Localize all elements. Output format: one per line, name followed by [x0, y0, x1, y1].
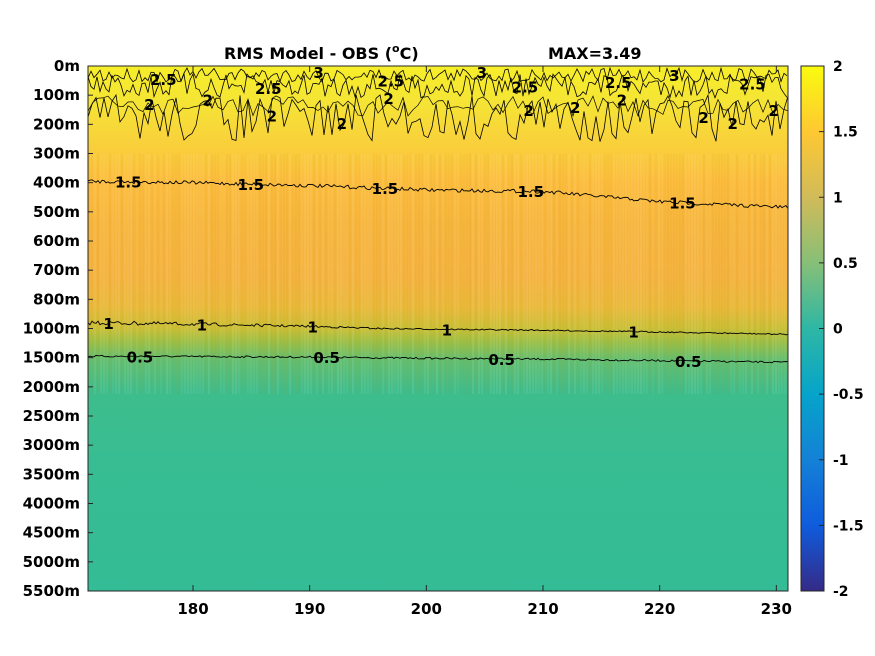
y-tick-label: 200m [33, 115, 80, 133]
y-tick-label: 0m [54, 57, 80, 75]
contour-label: 2.5 [512, 78, 539, 96]
contour-label: 2 [768, 102, 778, 120]
chart-title: RMS Model - OBS (oC) [224, 42, 419, 63]
contour-line [88, 179, 788, 209]
contour-label: 1.5 [115, 174, 142, 192]
max-value-label: MAX=3.49 [548, 44, 642, 63]
y-tick-label: 2500m [23, 407, 80, 425]
x-axis: 180 190 200 210 220 230 [177, 66, 792, 618]
y-tick-label: 4000m [23, 495, 80, 513]
y-tick-label: 5000m [23, 553, 80, 571]
contour-label: 2 [337, 115, 347, 133]
colorbar-tick-label: -1.5 [833, 518, 864, 534]
contour-label: 2 [728, 115, 738, 133]
colorbar-tick-label: 0 [833, 322, 843, 338]
contour-label: 2 [144, 96, 154, 114]
contour-line-upper [88, 95, 788, 117]
y-tick-label: 1000m [23, 320, 80, 338]
contour-labels: 0.5 0.5 0.5 0.51 1 1 1 11.5 1.5 1.5 1.51.52.52 22.5… [103, 64, 778, 371]
contour-label: 1.5 [238, 176, 265, 194]
contour-label: 1.5 [372, 180, 399, 198]
contour-label: 3 [669, 67, 679, 85]
contour-label: 2 [267, 108, 277, 126]
contour-label: 2 [523, 102, 533, 120]
contour-label: 0.5 [675, 353, 702, 371]
x-tick-label: 230 [761, 600, 792, 618]
colorbar-tick-label: 1 [833, 190, 843, 206]
contour-label: 1 [197, 316, 207, 334]
x-tick-label: 180 [177, 600, 208, 618]
y-tick-label: 4500m [23, 524, 80, 542]
y-tick-label: 300m [33, 145, 80, 163]
colorbar-tick-label: -2 [833, 584, 849, 600]
colorbar-tick-label: -0.5 [833, 387, 864, 403]
y-tick-label: 700m [33, 261, 80, 279]
y-tick-label: 600m [33, 232, 80, 250]
y-tick-label: 800m [33, 290, 80, 308]
contour-label: 1 [442, 321, 452, 339]
colorbar-ticks: 2 1.5 1 0.5 0 -0.5 -1 -1.5 -2 [819, 59, 864, 600]
x-tick-label: 190 [294, 600, 325, 618]
contour-label: 2 [570, 99, 580, 117]
contour-line-upper [88, 93, 788, 142]
colorbar-tick-label: 0.5 [833, 256, 858, 272]
contour-label: 2.5 [739, 76, 766, 94]
heatmap-field [88, 66, 788, 591]
contour-label: 2 [617, 92, 627, 110]
contour-label: 1 [103, 315, 113, 333]
contour-line-surface [88, 72, 788, 99]
y-tick-label: 3500m [23, 465, 80, 483]
y-tick-label: 3000m [23, 436, 80, 454]
contour-label: 1.5 [669, 194, 696, 212]
colorbar-tick-label: 1.5 [833, 125, 858, 141]
contour-line-surface [88, 66, 788, 83]
contour-label: 1 [308, 318, 318, 336]
y-tick-label: 400m [33, 174, 80, 192]
contour-label: 3 [477, 64, 487, 82]
contour-label: 2.5 [605, 74, 632, 92]
contour-label: 2 [383, 90, 393, 108]
y-tick-label: 5500m [23, 582, 80, 600]
y-tick-label: 2000m [23, 378, 80, 396]
contour-label: 2.5 [150, 71, 177, 89]
plot-area: 0.5 0.5 0.5 0.51 1 1 1 11.5 1.5 1.5 1.51.52.52 22.5… [87, 64, 789, 592]
contour-label: 3 [313, 64, 323, 82]
contour-label: 0.5 [488, 351, 515, 369]
y-tick-label: 500m [33, 203, 80, 221]
x-tick-label: 200 [411, 600, 442, 618]
contour-label: 1.5 [518, 183, 545, 201]
contour-label: 2 [698, 109, 708, 127]
colorbar-tick-label: 2 [833, 59, 843, 75]
contour-label: 1 [628, 324, 638, 342]
contour-label: 0.5 [313, 349, 340, 367]
x-tick-label: 220 [644, 600, 675, 618]
contour-line [88, 354, 788, 364]
field-texture [88, 154, 788, 394]
contour-label: 2.5 [378, 73, 405, 91]
colorbar-tick-label: -1 [833, 453, 849, 469]
x-tick-label: 210 [527, 600, 558, 618]
y-tick-label: 100m [33, 86, 80, 104]
contour-lines [88, 66, 788, 364]
contour-label: 2 [203, 92, 213, 110]
contour-label: 0.5 [127, 348, 154, 366]
y-axis: 0m 100m 200m 300m 400m 500m 600m 700m 800m 1000m 1… [23, 57, 93, 600]
contour-label: 2.5 [255, 80, 282, 98]
y-tick-label: 1500m [23, 349, 80, 367]
contour-line [88, 320, 788, 336]
colorbar: 2 1.5 1 0.5 0 -0.5 -1 -1.5 -2 [800, 59, 864, 600]
